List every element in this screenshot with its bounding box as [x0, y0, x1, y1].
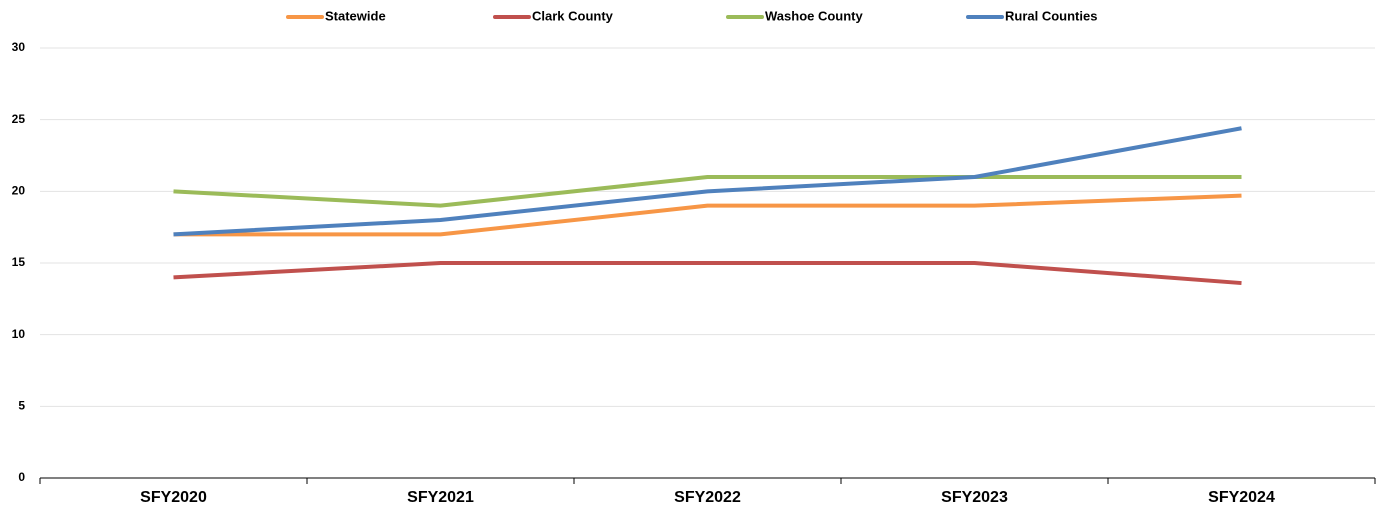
x-tick-label: SFY2023	[941, 489, 1008, 506]
series-line	[173, 261, 1242, 286]
y-tick-label: 15	[12, 255, 26, 269]
x-tick-label: SFY2022	[674, 489, 741, 506]
legend-label: Washoe County	[765, 8, 864, 23]
legend-label: Clark County	[532, 8, 614, 23]
y-tick-label: 30	[12, 40, 26, 54]
y-tick-label: 10	[12, 327, 26, 341]
x-tick-label: SFY2024	[1208, 489, 1275, 506]
legend-label: Statewide	[325, 8, 386, 23]
x-tick-label: SFY2021	[407, 489, 474, 506]
series-line	[173, 126, 1242, 237]
series-line	[173, 193, 1242, 237]
y-tick-label: 5	[18, 399, 25, 413]
y-tick-label: 25	[12, 112, 26, 126]
y-tick-label: 0	[18, 470, 25, 484]
legend-label: Rural Counties	[1005, 8, 1097, 23]
y-tick-label: 20	[12, 184, 26, 198]
x-tick-label: SFY2020	[140, 489, 207, 506]
series-line	[173, 175, 1242, 208]
